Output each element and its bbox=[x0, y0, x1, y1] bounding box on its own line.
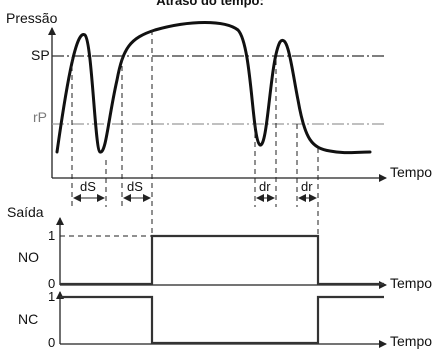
nc-signal-waveform bbox=[60, 295, 384, 345]
setpoint-label: SP bbox=[31, 47, 50, 63]
pressure-axis-label: Pressão bbox=[6, 10, 58, 26]
output-label: Saída bbox=[7, 204, 44, 220]
no-label: NO bbox=[18, 249, 39, 265]
diagram-title: Atraso do tempo: bbox=[156, 0, 264, 8]
delay-ds1-label: dS bbox=[80, 179, 96, 194]
delay-ds2-label: dS bbox=[127, 179, 143, 194]
nc-label: NC bbox=[18, 311, 38, 327]
no-signal-waveform bbox=[60, 234, 384, 286]
no-time-label: Tempo bbox=[390, 275, 432, 291]
pressure-time-label: Tempo bbox=[390, 164, 432, 180]
nc-level-high: 1 bbox=[48, 289, 55, 304]
delay-dr1-label: dr bbox=[259, 179, 271, 194]
reset-point-label: rP bbox=[33, 109, 47, 125]
delay-dr2-label: dr bbox=[301, 179, 313, 194]
pressure-curve bbox=[55, 21, 372, 155]
nc-level-low: 0 bbox=[48, 335, 55, 349]
no-level-high: 1 bbox=[48, 228, 55, 243]
nc-time-label: Tempo bbox=[390, 333, 432, 349]
no-level-low: 0 bbox=[48, 276, 55, 291]
